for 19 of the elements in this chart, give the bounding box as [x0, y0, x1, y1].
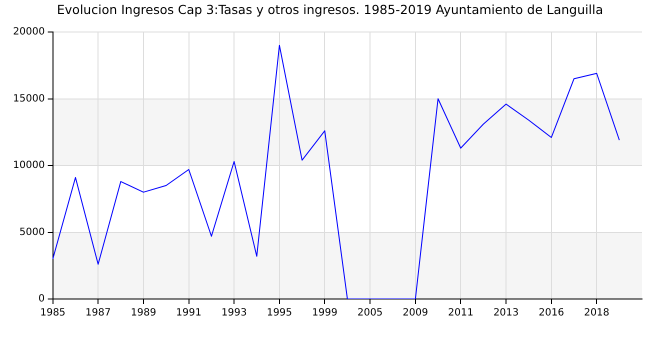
y-tick-label: 0 — [38, 294, 45, 305]
y-tick-label: 10000 — [13, 160, 45, 172]
y-tick-label: 5000 — [19, 226, 45, 238]
x-tick-label: 1999 — [312, 308, 338, 319]
y-tick-label: 20000 — [13, 26, 45, 38]
x-tick-label: 1995 — [266, 308, 292, 319]
x-tick-label: 1991 — [176, 308, 202, 319]
x-tick-label: 1985 — [40, 308, 66, 319]
x-tick-label: 1993 — [221, 308, 247, 319]
chart-title: Evolucion Ingresos Cap 3:Tasas y otros ingresos. 1985-2019 Ayuntamiento de Languilla — [56, 2, 604, 17]
x-tick-label: 2009 — [402, 308, 428, 319]
y-tick-label: 15000 — [13, 93, 45, 104]
x-tick-label: 1987 — [85, 308, 111, 319]
x-tick-label: 2013 — [493, 308, 519, 319]
x-tick-label: 2005 — [357, 308, 383, 319]
x-tick-label: 2018 — [584, 308, 610, 319]
x-tick-label: 2016 — [538, 308, 564, 319]
x-tick-label: 1989 — [130, 308, 156, 319]
x-tick-label: 2011 — [448, 308, 474, 319]
